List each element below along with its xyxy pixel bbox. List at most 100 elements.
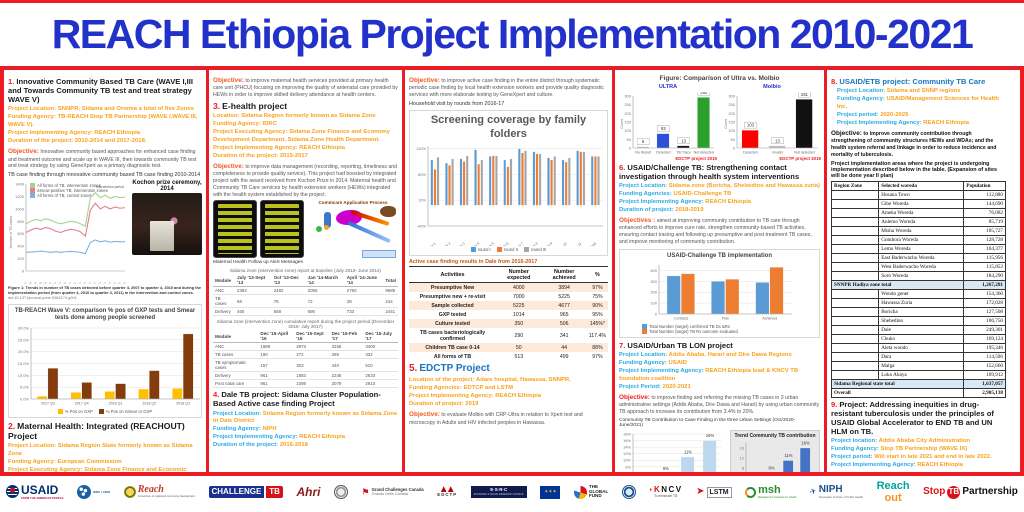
legend-swatch [496, 247, 502, 253]
svg-text:Contacts: Contacts [674, 317, 688, 321]
molbio-bar-chart: 0 50 100 150 200 250 300 Count 103 13 281 Detected I… [723, 91, 821, 156]
ctb-bar-chart: 0 100 200 300 400 Contacts Plan Achieved [645, 261, 795, 323]
table-cell: 152,660 [963, 360, 1006, 371]
table-cell: 2482 [271, 286, 306, 296]
legend-item: Total Number (target) confirmed TB Dx &R… [642, 324, 730, 330]
logo-text: CHALLENGE [208, 486, 265, 498]
svg-text:83: 83 [661, 126, 666, 131]
legend-swatch [98, 408, 104, 414]
table-cell: Children TB case 0-14 [409, 343, 497, 353]
legend-item: All forms of TB, intervention zones [30, 183, 101, 188]
project-field: Duration of the project: 2010-2014 and 2… [8, 138, 202, 146]
table-cell: 75% [592, 293, 603, 300]
table-cell: 3156 [329, 342, 364, 352]
chart-svg: 0 50 100 150 200 250 300 Count 8 83 13 292 No Result… [620, 89, 714, 155]
svg-text:6%: 6% [625, 471, 631, 472]
svg-text:4Q07: 4Q07 [22, 281, 28, 284]
table-cell: Misha Woreda [878, 225, 965, 236]
table-cell: Culture tested [409, 319, 497, 329]
table-cell: 558 [271, 307, 306, 317]
urban-chart-note: Community TB Contribution to Case Findin… [619, 417, 796, 428]
table-header-cell: Dec '15-Sept '16 [294, 330, 330, 344]
table-row: Shebedino 106,750 [830, 315, 1006, 326]
svg-text:4Q10: 4Q10 [81, 281, 87, 284]
svg-text:1Q11: 1Q11 [86, 281, 92, 284]
svg-text:2Q09: 2Q09 [51, 281, 57, 284]
niph-bird-icon: ✈ [808, 486, 818, 497]
table-row: Misha Woreda 105,727 [830, 225, 1006, 236]
table-cell: 66 [235, 294, 272, 309]
svg-text:25.0%: 25.0% [18, 337, 30, 342]
usaid-shield-icon [6, 485, 19, 499]
field-label: Project Implementing Agency: [213, 145, 298, 152]
table-cell: 965 [559, 311, 569, 318]
table-cell: East Baderwacho Woreda [878, 252, 965, 263]
project-field: Project Implementing Agency: REACH Ethio… [837, 120, 1006, 128]
svg-text:100: 100 [728, 128, 735, 133]
svg-text:Kebele 1: Kebele 1 [424, 242, 437, 247]
logo-gcc: ⚑ Grand Challenges Canada Grands Défis Can… [362, 487, 424, 497]
phone-screenshot-2 [260, 200, 304, 259]
globe-icon [77, 485, 92, 499]
legend-label: All forms of TB, control zones [37, 193, 92, 198]
table-cell: 104,377 [963, 243, 1006, 254]
table-header-cell: % [586, 266, 608, 284]
legend-label: round III [530, 247, 547, 253]
section8-fields: Project Location: Sidama and SNNP region… [831, 88, 1006, 128]
logo-text: To eliminate TB [653, 493, 678, 498]
table-cell [830, 252, 880, 263]
legend-label: Smear-positive TB, intervention zones [37, 188, 108, 193]
svg-text:2Q12: 2Q12 [111, 281, 117, 284]
msh-ring-icon [745, 486, 757, 498]
table-row: Children TB case 0-14 50 44 88% [409, 343, 608, 353]
logo-reach: Reach Consortium of registered community … [123, 485, 195, 499]
section9-heading: 9. Project: Addressing inequities in drug… [831, 399, 994, 436]
project-field: Project Location: SNNPR, Sidama and Orom… [8, 106, 202, 114]
table-cell: 145%* [586, 319, 608, 329]
field-value: Sidama Region formerly known as Sidama Z… [241, 113, 376, 120]
figure1-caption: Figure 1: Trends in number of TB cases d… [8, 285, 202, 300]
logo-text: NIPH [818, 484, 843, 496]
svg-text:3Q10: 3Q10 [76, 281, 82, 284]
logo-ahri: Ahri [296, 486, 320, 498]
baseline-table-caption: Sidama zone (intervention zone) report a… [229, 268, 382, 274]
kochon-photo-block: Kochon prize ceremony, 2014 [132, 180, 202, 255]
logo-lstm: ➤ LSTM [696, 486, 732, 498]
svg-text:18%: 18% [623, 431, 631, 436]
table-row: Presumptive New 4000 3894 97% [409, 282, 608, 293]
table-row: Wondo genet 154,360 [830, 288, 1006, 299]
table-cell: Soro Woreda [878, 270, 965, 281]
project-field: Project Location: Sidama zone (Boricha, … [619, 183, 820, 191]
ehealth-images-row: Commcare Application Process [213, 200, 398, 259]
svg-text:400: 400 [17, 244, 24, 249]
field-label: Duration of project: [619, 207, 674, 214]
section1-fields: Project Location: SNNPR, Sidama and Orom… [8, 106, 202, 146]
svg-text:Kebele 6: Kebele 6 [497, 242, 510, 247]
table-cell: 190 [258, 350, 295, 360]
section4-heading: 4. Dale TB project: Sidama Cluster Popula… [213, 390, 381, 409]
kncv-drop-icon: ❛ [649, 487, 652, 496]
table-cell: 115,956 [963, 252, 1006, 263]
table-header-cell: July '13-Sept '13 [235, 274, 272, 288]
table-header-cell: April '14-June '14 [344, 274, 384, 288]
table-cell: 72 [305, 294, 345, 309]
phone-screen [218, 204, 252, 255]
cumulative-table-caption: Sidama zone (intervention zone) cumulati… [216, 319, 395, 330]
tower-shape [324, 212, 331, 229]
svg-text:2018 Q1: 2018 Q1 [109, 401, 123, 405]
acf-table: Activities Number expected Number achieved… [409, 266, 608, 361]
table-cell: 295 [329, 350, 364, 360]
urban-trend-chart: 04812163.4%6%11%16%BaselineOct-DecJan-Ma… [733, 439, 817, 472]
logo-challengetb: CHALLENGE TB [208, 486, 283, 498]
table-cell [830, 369, 880, 380]
edctp-footnote: EDCTP project 2019 [675, 156, 717, 161]
field-label: Funding Agencies: [409, 385, 462, 392]
table-cell: Delivery [213, 307, 236, 317]
screening-chart-title: Screening coverage by family folders [430, 113, 587, 140]
column-1: 1. Innovative Community Based TB Care (WA… [4, 70, 209, 472]
svg-text:300: 300 [650, 279, 657, 284]
field-value: 2016-2018 [279, 442, 308, 449]
field-value: 2015-2017 [279, 152, 308, 159]
table-cell: Aleta wondo [878, 342, 965, 353]
table-row: Gombora Woreda 128,728 [830, 234, 1006, 245]
